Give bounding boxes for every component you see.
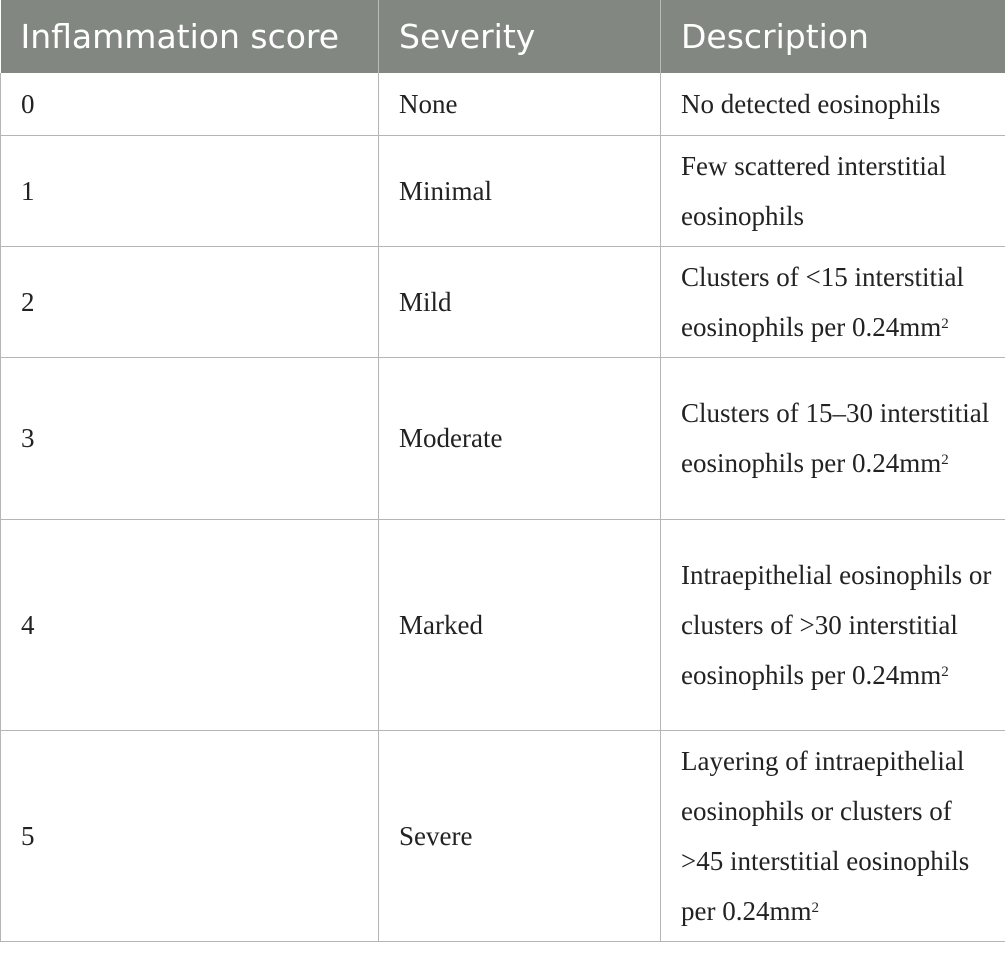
description-text: No detected eosinophils — [681, 88, 941, 119]
superscript: 2 — [941, 452, 949, 468]
description-cell: Clusters of 15–30 interstitial eosinophi… — [660, 357, 1005, 520]
description-text: Intraepithelial eosinophils or clusters … — [681, 559, 992, 690]
table-row: 1 Minimal Few scattered interstitial eos… — [0, 135, 1005, 247]
score-cell: 5 — [0, 730, 379, 942]
header-inflammation-score: Inflammation score — [0, 0, 379, 73]
description-text: Clusters of 15–30 interstitial eosinophi… — [681, 398, 990, 478]
score-cell: 3 — [0, 357, 379, 520]
description-cell: Few scattered interstitial eosinophils — [660, 135, 1005, 247]
description-cell: Intraepithelial eosinophils or clusters … — [660, 519, 1005, 731]
table-row: 3 Moderate Clusters of 15–30 interstitia… — [0, 357, 1005, 520]
header-severity: Severity — [378, 0, 661, 73]
header-description: Description — [660, 0, 1005, 73]
score-cell: 1 — [0, 135, 379, 247]
superscript: 2 — [811, 899, 819, 916]
description-text: Clusters of <15 interstitial eosinophils… — [681, 261, 964, 342]
severity-cell: None — [378, 73, 661, 136]
table-row: 5 Severe Layering of intraepithelial eos… — [0, 730, 1005, 942]
superscript: 2 — [941, 315, 949, 332]
description-cell: Clusters of <15 interstitial eosinophils… — [660, 246, 1005, 358]
severity-cell: Mild — [378, 246, 661, 358]
severity-cell: Severe — [378, 730, 661, 942]
description-text: Few scattered interstitial eosinophils — [681, 150, 947, 231]
severity-cell: Marked — [378, 519, 661, 731]
table-row: 0 None No detected eosinophils — [0, 73, 1005, 136]
description-cell: No detected eosinophils — [660, 73, 1005, 136]
severity-cell: Minimal — [378, 135, 661, 247]
table-row: 2 Mild Clusters of <15 interstitial eosi… — [0, 246, 1005, 358]
header-row: Inflammation score Severity Description — [0, 0, 1005, 73]
score-cell: 4 — [0, 519, 379, 731]
severity-cell: Moderate — [378, 357, 661, 520]
score-cell: 2 — [0, 246, 379, 358]
score-cell: 0 — [0, 73, 379, 136]
superscript: 2 — [941, 663, 949, 680]
table-row: 4 Marked Intraepithelial eosinophils or … — [0, 519, 1005, 731]
description-cell: Layering of intraepithelial eosinophils … — [660, 730, 1005, 942]
description-text: Layering of intraepithelial eosinophils … — [681, 745, 970, 926]
